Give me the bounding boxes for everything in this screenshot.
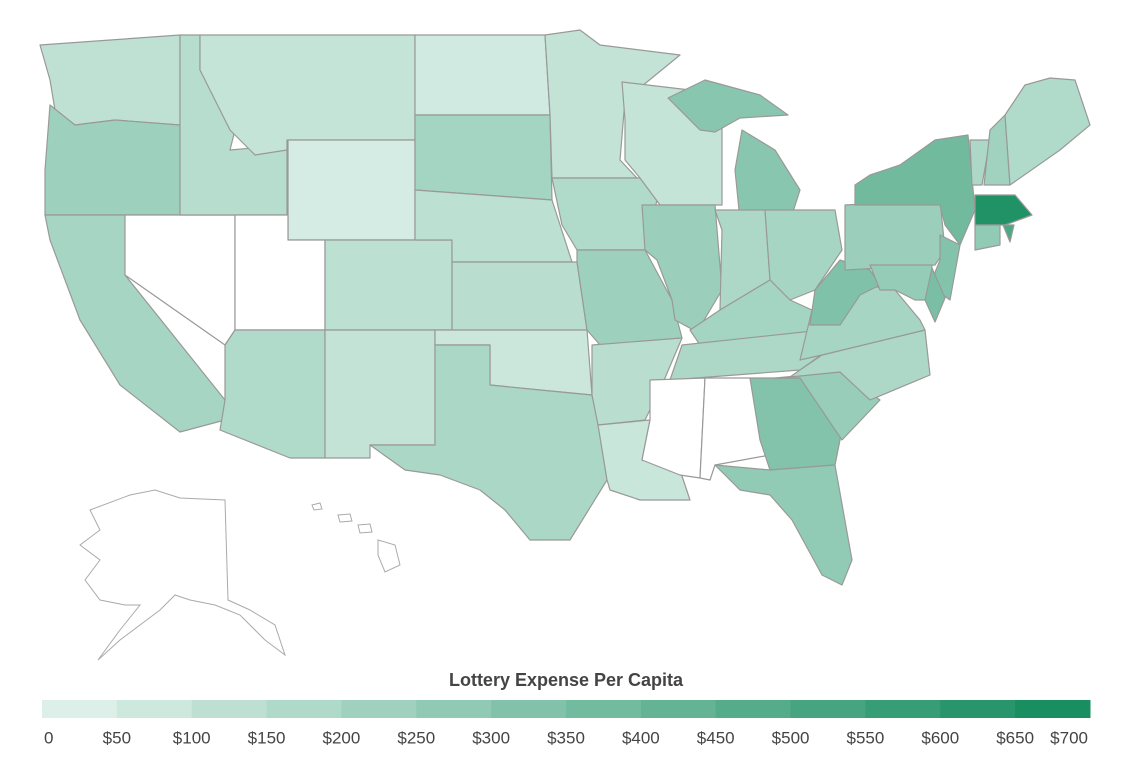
legend-tick-label: $50	[103, 728, 131, 747]
state	[714, 464, 853, 586]
state	[667, 79, 789, 133]
state	[369, 344, 608, 541]
legend-swatch	[566, 700, 642, 718]
legend-swatch	[116, 700, 193, 718]
state	[734, 129, 801, 221]
legend-tick-label: $350	[547, 728, 585, 747]
state	[39, 34, 181, 126]
state	[869, 264, 933, 301]
alaska-hawaii	[79, 489, 401, 661]
state	[641, 204, 723, 333]
legend-tick-label: $400	[622, 728, 660, 747]
legend-tick-label: 0	[44, 728, 53, 747]
state	[1004, 77, 1091, 186]
legend-swatch	[416, 700, 492, 718]
legend-swatch	[341, 700, 417, 718]
legend-tick-label: $100	[173, 728, 211, 747]
state	[924, 267, 946, 323]
legend-tick-label: $150	[248, 728, 286, 747]
state	[324, 239, 453, 331]
legend-swatch	[491, 700, 567, 718]
state	[844, 199, 946, 271]
hawaii-3	[357, 523, 373, 534]
legend-tick-label: $700	[1050, 728, 1088, 747]
state	[287, 139, 416, 241]
legend-swatch	[1015, 700, 1091, 718]
legend-tick-label: $550	[847, 728, 885, 747]
state	[641, 377, 706, 479]
state	[414, 34, 551, 116]
state	[219, 329, 326, 459]
hawaii-1	[311, 502, 323, 511]
legend-tick-label: $500	[772, 728, 810, 747]
legend-swatch	[640, 700, 717, 718]
legend-tick-label: $600	[921, 728, 959, 747]
state	[1002, 224, 1015, 243]
legend-title: Lottery Expense Per Capita	[449, 670, 684, 690]
state	[974, 194, 1033, 226]
legend-swatch	[865, 700, 941, 718]
state	[551, 177, 658, 251]
state	[414, 114, 553, 201]
legend-swatch	[715, 700, 792, 718]
state	[451, 261, 588, 331]
legend-swatch	[940, 700, 1016, 718]
legend-tick-label: $250	[397, 728, 435, 747]
legend-tick-label: $300	[472, 728, 510, 747]
state	[969, 139, 991, 186]
legend-tick-label: $650	[996, 728, 1034, 747]
legend-tick-label: $200	[323, 728, 361, 747]
legend-swatch	[790, 700, 866, 718]
state	[324, 329, 436, 459]
legend-swatch	[42, 700, 118, 718]
legend-swatch	[266, 700, 342, 718]
state	[974, 224, 1001, 251]
state	[544, 29, 681, 179]
hawaii-4	[377, 539, 401, 573]
legend-tick-label: $450	[697, 728, 735, 747]
alaska	[79, 489, 286, 661]
state	[789, 329, 931, 401]
legend-swatch	[191, 700, 268, 718]
hawaii-2	[337, 513, 353, 523]
